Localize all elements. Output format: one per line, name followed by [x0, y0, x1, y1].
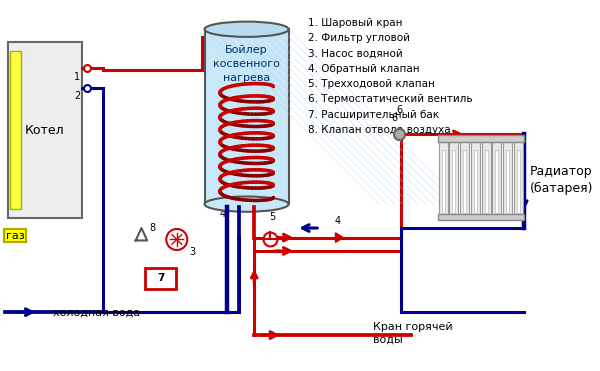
- Text: 2. Фильтр угловой: 2. Фильтр угловой: [308, 33, 410, 43]
- Text: 3: 3: [189, 247, 196, 257]
- Bar: [471, 142, 480, 220]
- Bar: [442, 150, 445, 213]
- Text: 6: 6: [397, 105, 403, 115]
- Bar: [460, 142, 469, 220]
- Text: 4. Обратный клапан: 4. Обратный клапан: [308, 64, 419, 74]
- Text: 1. Шаровый кран: 1. Шаровый кран: [308, 18, 402, 28]
- Circle shape: [166, 229, 187, 250]
- Bar: [439, 142, 448, 220]
- Bar: [438, 214, 524, 220]
- Text: 4: 4: [334, 216, 340, 226]
- Ellipse shape: [205, 197, 289, 212]
- Bar: [449, 142, 458, 220]
- Bar: [8, 42, 82, 219]
- Bar: [10, 51, 21, 209]
- Bar: [495, 150, 499, 213]
- Text: 7. Расширительный бак: 7. Расширительный бак: [308, 109, 439, 119]
- Text: Котел: Котел: [25, 124, 65, 137]
- Text: газ: газ: [6, 231, 25, 241]
- Bar: [145, 268, 176, 289]
- Text: 5. Трехходовой клапан: 5. Трехходовой клапан: [308, 79, 434, 89]
- Text: Радиатор
(батарея): Радиатор (батарея): [529, 165, 593, 195]
- Bar: [205, 29, 289, 204]
- Bar: [493, 142, 501, 220]
- Bar: [503, 142, 512, 220]
- Bar: [482, 142, 491, 220]
- Bar: [514, 142, 523, 220]
- Text: холодная вода: холодная вода: [53, 308, 140, 318]
- Bar: [485, 150, 488, 213]
- Text: 5: 5: [269, 212, 275, 222]
- Bar: [463, 150, 466, 213]
- Bar: [452, 150, 455, 213]
- Text: 1: 1: [74, 72, 80, 82]
- Text: 6. Термостатический вентиль: 6. Термостатический вентиль: [308, 94, 472, 104]
- Text: 6: 6: [392, 113, 398, 123]
- Text: газ: газ: [6, 231, 25, 241]
- Bar: [474, 150, 477, 213]
- Text: 3. Насос водяной: 3. Насос водяной: [308, 48, 403, 58]
- Polygon shape: [335, 233, 343, 242]
- Ellipse shape: [205, 22, 289, 37]
- Bar: [506, 150, 509, 213]
- Text: 2: 2: [74, 91, 80, 101]
- Text: Кран горячей
воды: Кран горячей воды: [373, 322, 452, 344]
- Text: 7: 7: [157, 273, 164, 283]
- Text: 4: 4: [220, 209, 226, 219]
- Text: 8: 8: [149, 223, 155, 233]
- Bar: [438, 135, 524, 142]
- Bar: [517, 150, 520, 213]
- Text: 8. Клапан отвода воздуха: 8. Клапан отвода воздуха: [308, 125, 451, 135]
- Text: Бойлер
косвенного
нагрева: Бойлер косвенного нагрева: [213, 45, 280, 83]
